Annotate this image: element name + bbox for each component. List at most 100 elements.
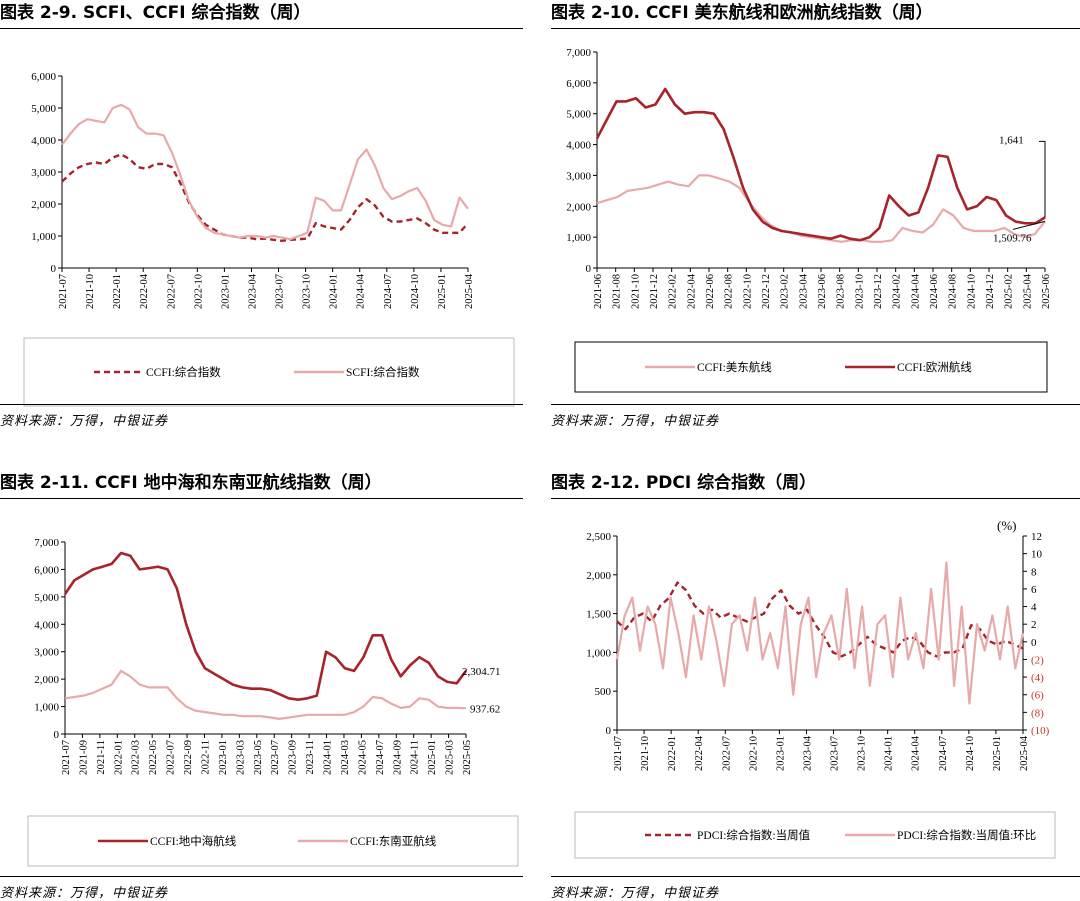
chart-svg: 0 1,000 2,000 3,000 4,000 5,000 6,000 2021-07 20… [23,71,515,407]
x-tick-label: 2022-11 [200,740,211,775]
x-tick-label: 2025-04 [1022,273,1033,309]
legend-label: CCFI:东南亚航线 [350,834,437,848]
y-tick-label: 4,000 [31,135,56,147]
x-tick-label: 2021-07 [61,740,72,775]
x-tick-label: 2024-07 [938,736,949,771]
y-tick-label: 1,000 [34,702,59,714]
x-tick-label: 2022-07 [721,736,732,771]
x-tick-label: 2023-04 [798,273,809,309]
chart-svg: 0 500 1,000 1,500 2,000 2,500 (10) (8) (6) (4) (2)… [574,518,1056,859]
y-tick-label: 2,500 [586,531,611,543]
x-tick-label: 2025-04 [464,273,475,309]
y2-tick-label: 4 [1031,602,1037,614]
y-tick-label: 3,000 [34,647,59,659]
data-label: 2,304.71 [462,666,501,678]
x-tick-label: 2021-10 [640,736,651,771]
y-tick-label: 1,000 [566,232,591,244]
legend-label: CCFI:地中海航线 [150,834,237,848]
y-tick-label: 5,000 [34,592,59,604]
x-tick-label: 2023-04 [802,735,813,771]
x-tick-label: 2022-01 [112,274,123,309]
series-line [615,561,1025,705]
chart-panel-2-12: 图表 2-12. PDCI 综合指数（周） 0 500 1,000 1,500 2,00… [551,470,1080,901]
x-tick-label: 2021-11 [96,740,107,775]
y2-tick-label: 2 [1031,619,1037,631]
x-tick-label: 2024-09 [392,740,403,775]
series-line [61,153,469,243]
x-tick-label: 2022-12 [761,274,772,309]
y-tick-label: 6,000 [566,78,591,90]
y-tick-label: 7,000 [34,537,59,549]
source-note: 资料来源：万得，中银证券 [0,886,169,901]
legend-label: PDCI:综合指数:当周值:环比 [897,828,1036,842]
y2-tick-label: 0 [1031,637,1037,649]
y-tick-label: 1,500 [586,609,611,621]
x-tick-label: 2023-01 [775,736,786,771]
x-tick-label: 2025-01 [992,736,1003,771]
chart-svg: 0 1,000 2,000 3,000 4,000 5,000 6,000 7,000 2021… [566,47,1052,393]
x-tick-label: 2024-08 [948,274,959,309]
x-tick-label: 2022-06 [705,274,716,309]
x-tick-label: 2024-04 [911,735,922,771]
x-tick-label: 2024-07 [383,274,394,309]
chart-title: 图表 2-12. PDCI 综合指数（周） [551,470,1080,499]
y2-tick-label: (8) [1031,707,1044,719]
x-tick-label: 2023-10 [302,274,313,309]
y-tick-label: 1,000 [586,647,611,659]
x-tick-label: 2023-11 [305,740,316,775]
x-tick-label: 2022-10 [748,736,759,771]
x-tick-label: 2023-12 [873,274,884,309]
y-tick-label: 0 [586,263,592,275]
data-label: 1,641 [999,134,1024,146]
x-tick-label: 2024-04 [910,273,921,309]
series-line [63,551,468,701]
series-line [61,103,469,241]
x-tick-label: 2022-09 [183,740,194,775]
x-tick-label: 2022-02 [668,274,679,309]
y2-tick-label: (10) [1031,725,1050,737]
chart-panel-2-11: 图表 2-11. CCFI 地中海和东南亚航线指数（周） 0 1,000 2,000… [0,470,523,901]
legend-box [23,337,515,407]
series-line [64,669,467,720]
source-note: 资料来源：万得，中银证券 [551,886,720,901]
x-tick-label: 2021-12 [649,274,660,309]
x-tick-label: 2023-10 [857,736,868,771]
x-tick-label: 2021-08 [612,274,623,309]
x-tick-label: 2023-07 [270,740,281,775]
x-tick-label: 2021-09 [78,740,89,775]
x-tick-label: 2024-02 [892,274,903,309]
y-tick-label: 6,000 [31,71,56,83]
x-tick-label: 2024-10 [410,274,421,309]
x-tick-label: 2023-10 [854,274,865,309]
y-tick-label: 0 [606,725,612,737]
x-tick-label: 2022-04 [694,735,705,771]
legend-label: PDCI:综合指数:当周值 [697,828,811,842]
y2-tick-label: 12 [1031,531,1042,543]
x-tick-label: 2022-10 [193,274,204,309]
y-tick-label: 4,000 [566,140,591,152]
legend-box [574,341,1048,393]
x-tick-label: 2022-07 [166,274,177,309]
y-tick-label: 0 [54,729,60,741]
legend-label: CCFI:综合指数 [146,365,221,379]
y2-tick-label: 10 [1031,549,1043,561]
chart-title: 图表 2-11. CCFI 地中海和东南亚航线指数（周） [0,470,523,499]
label-leader [1039,140,1046,218]
x-tick-label: 2022-10 [742,274,753,309]
x-tick-label: 2025-02 [1004,274,1015,309]
x-tick-label: 2022-07 [166,740,177,775]
x-tick-label: 2024-10 [966,274,977,309]
y-tick-label: 2,000 [586,570,611,582]
y-tick-label: 2,000 [34,674,59,686]
x-tick-label: 2023-01 [218,740,229,775]
x-tick-label: 2021-07 [613,736,624,771]
x-tick-label: 2021-06 [593,274,604,309]
x-tick-label: 2024-01 [329,274,340,309]
x-tick-label: 2025-01 [437,274,448,309]
y2-tick-label: (6) [1031,690,1044,702]
legend-box [574,811,1056,859]
y2-tick-label: (4) [1031,672,1044,684]
legend-label: SCFI:综合指数 [346,365,420,379]
y-tick-label: 7,000 [566,47,591,59]
x-tick-label: 2022-04 [686,273,697,309]
